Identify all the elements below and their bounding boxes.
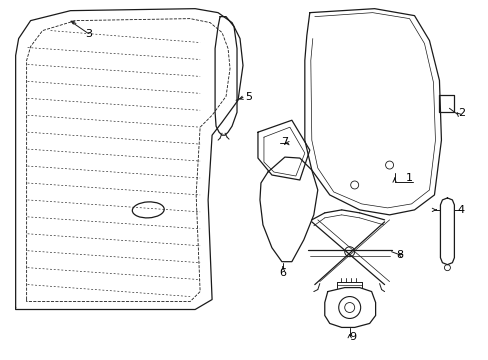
- Text: 4: 4: [457, 205, 464, 215]
- Text: 8: 8: [395, 250, 402, 260]
- Text: 1: 1: [405, 173, 412, 183]
- Text: 6: 6: [279, 268, 286, 278]
- Text: 9: 9: [348, 332, 356, 342]
- Text: 5: 5: [244, 92, 251, 102]
- Text: 7: 7: [281, 137, 288, 147]
- Text: 3: 3: [85, 28, 92, 39]
- Text: 2: 2: [457, 108, 464, 118]
